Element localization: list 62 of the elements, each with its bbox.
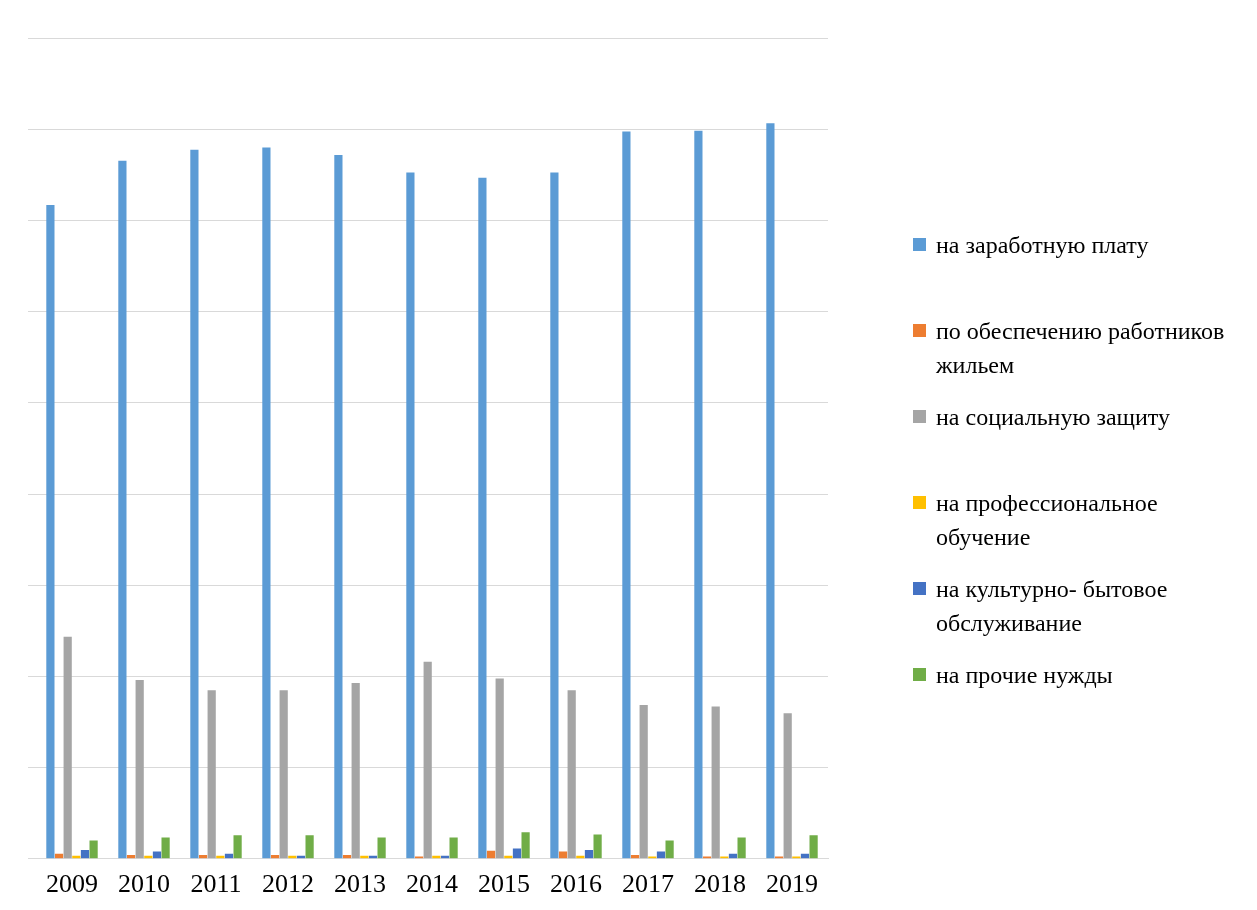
legend-label: на профессиональное обучение (936, 489, 1159, 552)
bar (89, 840, 98, 859)
bar (584, 849, 594, 859)
x-tick-label: 2015 (478, 869, 530, 899)
bar (656, 851, 666, 859)
bar (63, 636, 72, 859)
bar (737, 837, 746, 859)
legend-label: на заработную плату (936, 231, 1149, 260)
x-tick-label: 2009 (46, 869, 98, 899)
x-tick-label: 2013 (334, 869, 386, 899)
bar (593, 834, 602, 859)
bar (161, 837, 170, 859)
bar (152, 851, 162, 859)
bar (279, 690, 288, 859)
bar (783, 713, 792, 859)
bar (449, 837, 458, 859)
bar (305, 835, 314, 859)
bar (351, 683, 360, 859)
x-tick-label: 2014 (406, 869, 458, 899)
x-tick-label: 2012 (262, 869, 314, 899)
bar (406, 172, 415, 859)
bar (118, 160, 127, 859)
x-tick-label: 2018 (694, 869, 746, 899)
bar (486, 850, 496, 859)
legend-label: на социальную защиту (936, 403, 1171, 432)
bar (694, 130, 703, 859)
bar (809, 835, 818, 859)
x-tick-label: 2011 (190, 869, 242, 899)
legend-label: по обеспечению работников жильем (936, 317, 1226, 380)
bar (495, 678, 504, 859)
bar (80, 849, 90, 859)
bar (377, 837, 386, 859)
x-tick-label: 2019 (766, 869, 818, 899)
bar (639, 705, 648, 859)
bar (126, 855, 136, 859)
bar (334, 154, 343, 859)
bar (198, 855, 208, 859)
bar (711, 706, 720, 859)
bar (478, 177, 487, 859)
bar (630, 855, 640, 859)
bar (46, 204, 55, 859)
bar (262, 147, 271, 859)
x-tick-label: 2010 (118, 869, 170, 899)
legend-label: на культурно- бытовое обслуживание (936, 575, 1169, 638)
bar (512, 848, 522, 859)
x-tick-label: 2016 (550, 869, 602, 899)
bar (558, 851, 568, 859)
bar (550, 172, 559, 859)
bar (665, 840, 674, 859)
bar (766, 123, 775, 859)
legend-label: на прочие нужды (936, 661, 1113, 690)
x-tick-label: 2017 (622, 869, 674, 899)
bar (521, 832, 530, 859)
bar (423, 661, 432, 859)
bar (622, 131, 631, 859)
bar (135, 680, 144, 859)
bar (207, 690, 216, 859)
bar (270, 855, 280, 859)
bar (190, 149, 199, 859)
bar (567, 690, 576, 859)
bar (233, 835, 242, 859)
bar (342, 855, 352, 859)
